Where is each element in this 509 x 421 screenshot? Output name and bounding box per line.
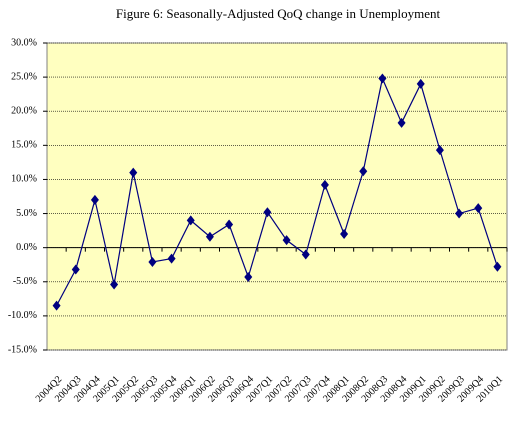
data-point xyxy=(71,264,80,275)
plot-area xyxy=(46,42,508,351)
data-point xyxy=(474,203,483,214)
data-point xyxy=(186,215,195,226)
y-tick-label: 25.0% xyxy=(11,71,37,82)
data-point xyxy=(301,249,310,260)
data-point xyxy=(320,179,329,190)
data-point xyxy=(340,229,349,240)
chart-title: Figure 6: Seasonally-Adjusted QoQ change… xyxy=(116,6,441,21)
data-point xyxy=(378,73,387,84)
data-point xyxy=(244,272,253,283)
data-point xyxy=(397,117,406,128)
y-tick-label: -10.0% xyxy=(8,310,37,321)
data-point xyxy=(205,231,214,242)
y-tick-label: -5.0% xyxy=(13,276,37,287)
y-tick-label: 0.0% xyxy=(16,242,37,253)
data-point xyxy=(282,235,291,246)
y-tick-label: 30.0% xyxy=(11,37,37,48)
y-tick-label: 20.0% xyxy=(11,106,37,117)
data-point xyxy=(90,194,99,205)
data-point xyxy=(167,253,176,264)
y-tick-label: 15.0% xyxy=(11,140,37,151)
data-point xyxy=(493,261,502,272)
data-line xyxy=(56,76,498,306)
data-point xyxy=(148,256,157,267)
data-point xyxy=(416,78,425,89)
data-point xyxy=(455,208,464,219)
data-point xyxy=(359,166,368,177)
y-tick-label: 5.0% xyxy=(16,208,37,219)
data-point xyxy=(52,300,61,311)
data-point xyxy=(225,219,234,230)
data-point xyxy=(263,207,272,218)
y-tick-label: -15.0% xyxy=(8,344,37,355)
y-tick-label: 10.0% xyxy=(11,174,37,185)
data-point xyxy=(129,167,138,178)
data-point xyxy=(435,145,444,156)
data-point xyxy=(110,279,119,290)
